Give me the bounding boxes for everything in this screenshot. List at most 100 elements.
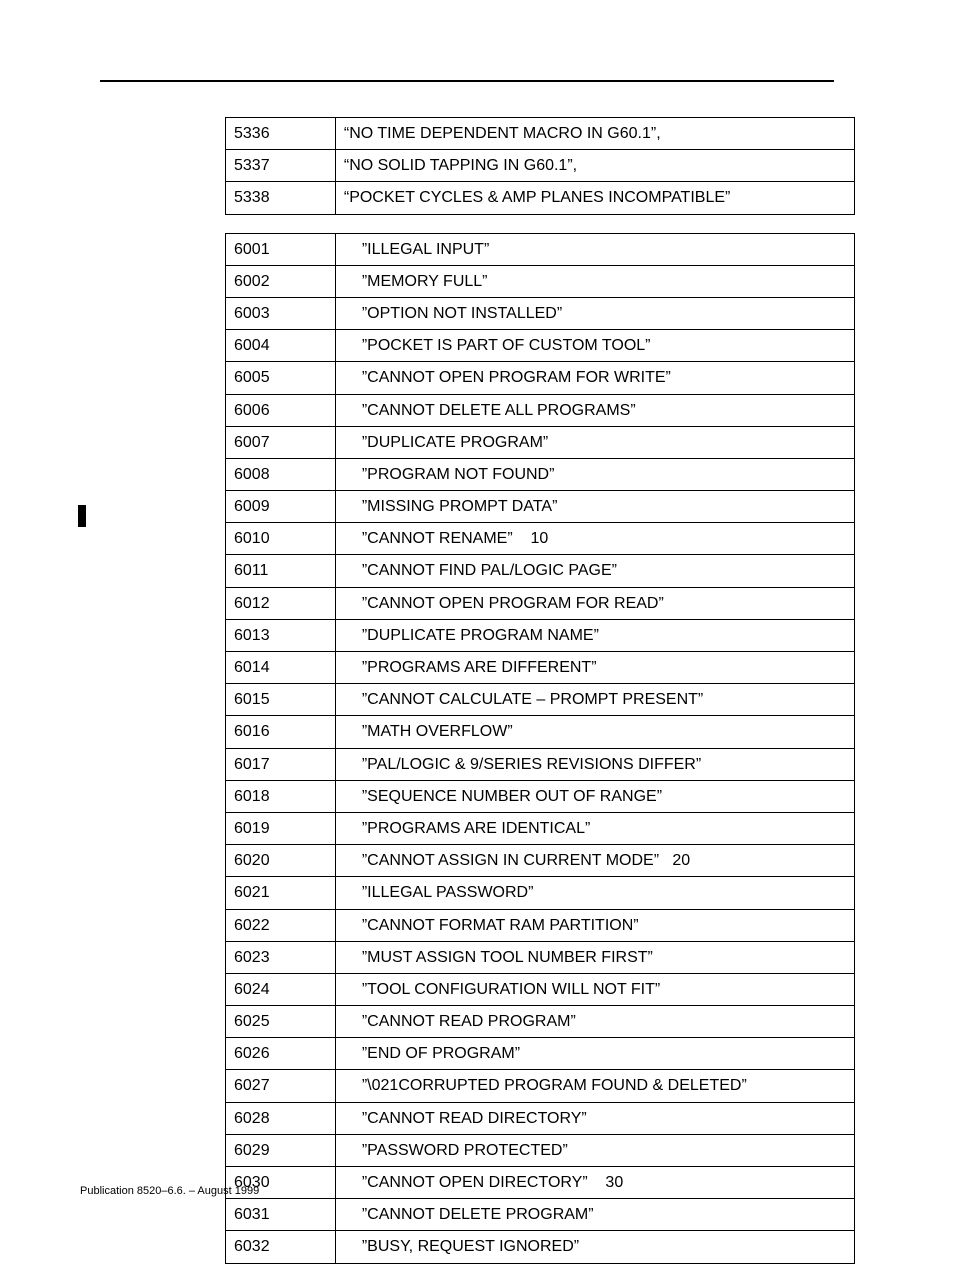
error-code: 6020 bbox=[226, 845, 336, 877]
error-message: ”CANNOT DELETE ALL PROGRAMS” bbox=[335, 394, 854, 426]
table-row: 6026”END OF PROGRAM” bbox=[226, 1038, 855, 1070]
error-message: ”ILLEGAL PASSWORD” bbox=[335, 877, 854, 909]
error-code: 6022 bbox=[226, 909, 336, 941]
error-code: 6027 bbox=[226, 1070, 336, 1102]
error-message: ”PROGRAMS ARE DIFFERENT” bbox=[335, 652, 854, 684]
error-message: ”DUPLICATE PROGRAM NAME” bbox=[335, 619, 854, 651]
error-code: 6014 bbox=[226, 652, 336, 684]
error-message: ”CANNOT RENAME” 10 bbox=[335, 523, 854, 555]
error-code: 6002 bbox=[226, 265, 336, 297]
error-code: 6016 bbox=[226, 716, 336, 748]
error-code: 6010 bbox=[226, 523, 336, 555]
error-message: “NO TIME DEPENDENT MACRO IN G60.1”, bbox=[335, 118, 854, 150]
error-message: ”CANNOT CALCULATE – PROMPT PRESENT” bbox=[335, 684, 854, 716]
error-message: ”PASSWORD PROTECTED” bbox=[335, 1134, 854, 1166]
table-row: 6009”MISSING PROMPT DATA” bbox=[226, 491, 855, 523]
table-row: 6020”CANNOT ASSIGN IN CURRENT MODE” 20 bbox=[226, 845, 855, 877]
footer-publication: Publication 8520–6.6. – August 1999 bbox=[80, 1185, 259, 1197]
error-code: 6023 bbox=[226, 941, 336, 973]
error-message: ”CANNOT OPEN DIRECTORY” 30 bbox=[335, 1167, 854, 1199]
error-message: ”CANNOT READ DIRECTORY” bbox=[335, 1102, 854, 1134]
error-message: ”ILLEGAL INPUT” bbox=[335, 233, 854, 265]
table-row: 5338“POCKET CYCLES & AMP PLANES INCOMPAT… bbox=[226, 182, 855, 214]
error-message: ”PROGRAM NOT FOUND” bbox=[335, 458, 854, 490]
error-message: “NO SOLID TAPPING IN G60.1”, bbox=[335, 150, 854, 182]
table-row: 6007”DUPLICATE PROGRAM” bbox=[226, 426, 855, 458]
error-code: 6006 bbox=[226, 394, 336, 426]
table-row: 6027”\021CORRUPTED PROGRAM FOUND & DELET… bbox=[226, 1070, 855, 1102]
error-code: 6029 bbox=[226, 1134, 336, 1166]
error-code: 6013 bbox=[226, 619, 336, 651]
table-row: 6013”DUPLICATE PROGRAM NAME” bbox=[226, 619, 855, 651]
table-row: 6002”MEMORY FULL” bbox=[226, 265, 855, 297]
error-code: 6012 bbox=[226, 587, 336, 619]
table-row: 6028”CANNOT READ DIRECTORY” bbox=[226, 1102, 855, 1134]
table-row: 6017”PAL/LOGIC & 9/SERIES REVISIONS DIFF… bbox=[226, 748, 855, 780]
error-message: ”MATH OVERFLOW” bbox=[335, 716, 854, 748]
error-code: 5336 bbox=[226, 118, 336, 150]
table-row: 6030”CANNOT OPEN DIRECTORY” 30 bbox=[226, 1167, 855, 1199]
error-message: ”BUSY, REQUEST IGNORED” bbox=[335, 1231, 854, 1263]
error-code: 5337 bbox=[226, 150, 336, 182]
error-code: 6017 bbox=[226, 748, 336, 780]
error-message: ”CANNOT OPEN PROGRAM FOR READ” bbox=[335, 587, 854, 619]
table-row: 6014”PROGRAMS ARE DIFFERENT” bbox=[226, 652, 855, 684]
table-row: 6025”CANNOT READ PROGRAM” bbox=[226, 1006, 855, 1038]
error-code: 6008 bbox=[226, 458, 336, 490]
error-code: 6015 bbox=[226, 684, 336, 716]
error-message: ”\021CORRUPTED PROGRAM FOUND & DELETED” bbox=[335, 1070, 854, 1102]
error-code: 6024 bbox=[226, 973, 336, 1005]
table-row: 6029”PASSWORD PROTECTED” bbox=[226, 1134, 855, 1166]
table-row: 6031”CANNOT DELETE PROGRAM” bbox=[226, 1199, 855, 1231]
table-row: 6006”CANNOT DELETE ALL PROGRAMS” bbox=[226, 394, 855, 426]
error-message: ”MUST ASSIGN TOOL NUMBER FIRST” bbox=[335, 941, 854, 973]
table-row: 6024”TOOL CONFIGURATION WILL NOT FIT” bbox=[226, 973, 855, 1005]
error-message: ”POCKET IS PART OF CUSTOM TOOL” bbox=[335, 330, 854, 362]
error-message: ”TOOL CONFIGURATION WILL NOT FIT” bbox=[335, 973, 854, 1005]
error-code: 6032 bbox=[226, 1231, 336, 1263]
error-message: ”DUPLICATE PROGRAM” bbox=[335, 426, 854, 458]
error-message: “POCKET CYCLES & AMP PLANES INCOMPATIBLE… bbox=[335, 182, 854, 214]
table-row: 6005”CANNOT OPEN PROGRAM FOR WRITE” bbox=[226, 362, 855, 394]
error-message: ”CANNOT FIND PAL/LOGIC PAGE” bbox=[335, 555, 854, 587]
error-message: ”MISSING PROMPT DATA” bbox=[335, 491, 854, 523]
error-message: ”CANNOT DELETE PROGRAM” bbox=[335, 1199, 854, 1231]
table-row: 6023”MUST ASSIGN TOOL NUMBER FIRST” bbox=[226, 941, 855, 973]
error-message: ”OPTION NOT INSTALLED” bbox=[335, 297, 854, 329]
error-table: 5336“NO TIME DEPENDENT MACRO IN G60.1”,5… bbox=[225, 117, 855, 215]
error-table: 6001”ILLEGAL INPUT”6002”MEMORY FULL”6003… bbox=[225, 233, 855, 1264]
error-code: 6025 bbox=[226, 1006, 336, 1038]
error-code: 6018 bbox=[226, 780, 336, 812]
error-code: 6028 bbox=[226, 1102, 336, 1134]
table-row: 6018”SEQUENCE NUMBER OUT OF RANGE” bbox=[226, 780, 855, 812]
revision-marker bbox=[78, 505, 86, 527]
table-row: 6008”PROGRAM NOT FOUND” bbox=[226, 458, 855, 490]
table-row: 6015”CANNOT CALCULATE – PROMPT PRESENT” bbox=[226, 684, 855, 716]
error-message: ”END OF PROGRAM” bbox=[335, 1038, 854, 1070]
error-message: ”PAL/LOGIC & 9/SERIES REVISIONS DIFFER” bbox=[335, 748, 854, 780]
error-code: 5338 bbox=[226, 182, 336, 214]
table-row: 6016”MATH OVERFLOW” bbox=[226, 716, 855, 748]
table-row: 5336“NO TIME DEPENDENT MACRO IN G60.1”, bbox=[226, 118, 855, 150]
error-code: 6019 bbox=[226, 812, 336, 844]
error-message: ”PROGRAMS ARE IDENTICAL” bbox=[335, 812, 854, 844]
tables-container: 5336“NO TIME DEPENDENT MACRO IN G60.1”,5… bbox=[80, 117, 854, 1264]
error-code: 6031 bbox=[226, 1199, 336, 1231]
error-code: 6007 bbox=[226, 426, 336, 458]
error-code: 6009 bbox=[226, 491, 336, 523]
error-message: ”CANNOT ASSIGN IN CURRENT MODE” 20 bbox=[335, 845, 854, 877]
error-code: 6026 bbox=[226, 1038, 336, 1070]
table-row: 6019”PROGRAMS ARE IDENTICAL” bbox=[226, 812, 855, 844]
error-message: ”CANNOT READ PROGRAM” bbox=[335, 1006, 854, 1038]
table-row: 6012”CANNOT OPEN PROGRAM FOR READ” bbox=[226, 587, 855, 619]
error-code: 6011 bbox=[226, 555, 336, 587]
table-row: 6021”ILLEGAL PASSWORD” bbox=[226, 877, 855, 909]
table-row: 5337“NO SOLID TAPPING IN G60.1”, bbox=[226, 150, 855, 182]
error-code: 6005 bbox=[226, 362, 336, 394]
table-row: 6032”BUSY, REQUEST IGNORED” bbox=[226, 1231, 855, 1263]
top-rule bbox=[100, 80, 834, 82]
table-row: 6001”ILLEGAL INPUT” bbox=[226, 233, 855, 265]
error-message: ”MEMORY FULL” bbox=[335, 265, 854, 297]
table-row: 6022”CANNOT FORMAT RAM PARTITION” bbox=[226, 909, 855, 941]
error-code: 6003 bbox=[226, 297, 336, 329]
